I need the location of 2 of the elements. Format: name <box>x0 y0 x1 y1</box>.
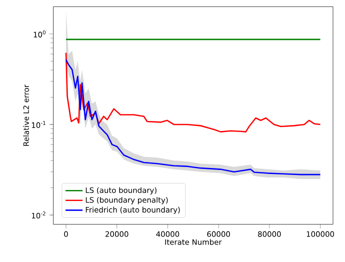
line-series <box>65 52 321 132</box>
line-series <box>65 59 321 176</box>
